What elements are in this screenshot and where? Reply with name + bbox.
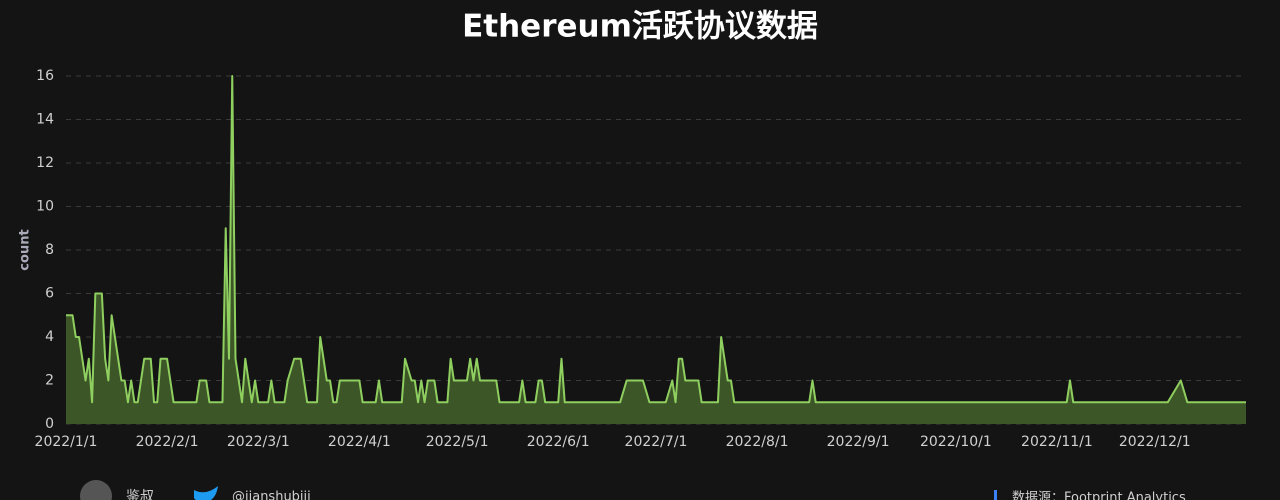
y-tick-label: 2 (45, 373, 54, 389)
handle: @jianshubiji (232, 490, 311, 500)
y-tick-label: 10 (36, 199, 54, 215)
x-tick-label: 2022/8/1 (726, 434, 789, 450)
twitter-icon (194, 486, 218, 500)
chart-title: Ethereum活跃协议数据 (462, 9, 818, 45)
y-axis-label: count (18, 229, 33, 270)
x-tick-label: 2022/3/1 (227, 434, 290, 450)
x-tick-label: 2022/1/1 (35, 434, 98, 450)
x-tick-label: 2022/10/1 (920, 434, 992, 450)
author: 鉴叔 (126, 489, 154, 500)
x-tick-label: 2022/9/1 (827, 434, 890, 450)
y-tick-label: 12 (36, 155, 54, 171)
source-marker (994, 490, 997, 500)
y-tick-label: 0 (45, 416, 54, 432)
y-tick-label: 16 (36, 68, 54, 84)
x-tick-label: 2022/7/1 (625, 434, 688, 450)
y-tick-label: 14 (36, 112, 54, 128)
x-tick-label: 2022/6/1 (527, 434, 590, 450)
x-tick-label: 2022/11/1 (1021, 434, 1093, 450)
x-tick-label: 2022/5/1 (426, 434, 489, 450)
y-tick-label: 4 (45, 329, 54, 345)
x-tick-label: 2022/12/1 (1119, 434, 1191, 450)
line (66, 75, 1246, 404)
x-tick-label: 2022/2/1 (136, 434, 199, 450)
y-tick-label: 6 (45, 286, 54, 302)
x-tick-label: 2022/4/1 (328, 434, 391, 450)
source: 数据源：Footprint Analytics (1012, 491, 1186, 500)
y-tick-label: 8 (45, 242, 54, 258)
avatar (80, 480, 112, 500)
